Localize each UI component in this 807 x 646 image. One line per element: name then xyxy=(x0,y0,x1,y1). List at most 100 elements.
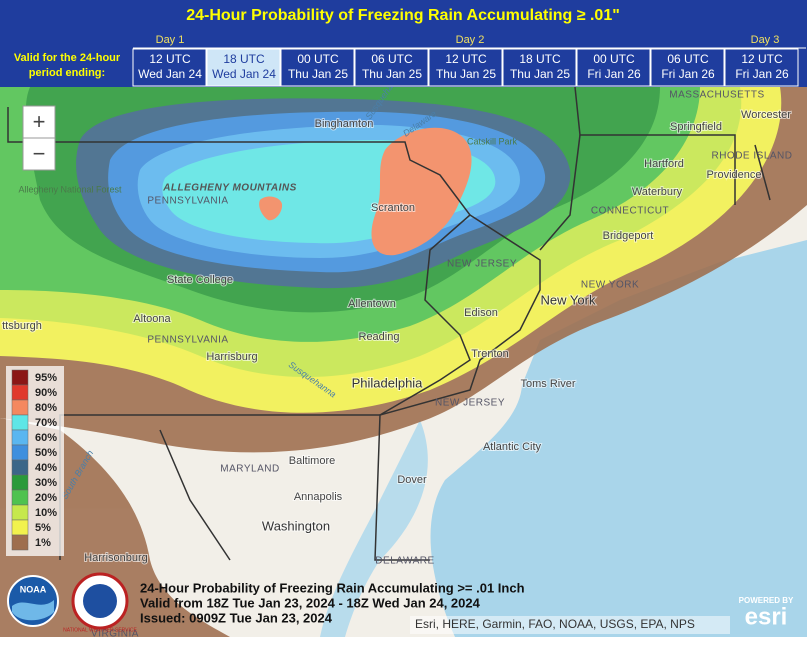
place-label: VIRGINIA xyxy=(91,629,139,640)
place-label: Harrisonburg xyxy=(84,552,148,564)
place-label: Waterbury xyxy=(632,186,683,198)
place-label: Annapolis xyxy=(294,491,343,503)
legend-swatch xyxy=(11,414,29,431)
legend-label: 80% xyxy=(35,402,57,414)
place-label: Harrisburg xyxy=(206,351,257,363)
tab-time[interactable]: 18 UTC xyxy=(519,52,561,66)
tab-date[interactable]: Thu Jan 25 xyxy=(288,67,348,81)
place-label: PENNSYLVANIA xyxy=(147,335,228,346)
zoom-in-icon[interactable]: + xyxy=(33,109,46,134)
tab-time[interactable]: 12 UTC xyxy=(741,52,783,66)
place-label: Catskill Park xyxy=(467,136,518,146)
tab-date[interactable]: Fri Jan 26 xyxy=(587,67,641,81)
place-label: Worcester xyxy=(741,109,791,121)
tab-bg[interactable] xyxy=(502,48,577,87)
tab-time[interactable]: 00 UTC xyxy=(593,52,635,66)
place-label: RHODE ISLAND xyxy=(711,151,792,162)
tab-bg[interactable] xyxy=(724,48,799,87)
nws-inner xyxy=(83,584,117,618)
tab-bg[interactable] xyxy=(650,48,725,87)
zoom-out-icon[interactable]: − xyxy=(33,141,46,166)
legend-label: 95% xyxy=(35,372,57,384)
legend-swatch xyxy=(11,444,29,461)
place-label: Toms River xyxy=(520,378,575,390)
legend-swatch xyxy=(11,429,29,446)
tab-time[interactable]: 12 UTC xyxy=(445,52,487,66)
place-label: Binghamton xyxy=(315,118,374,130)
zoom-in-button[interactable] xyxy=(22,105,56,139)
place-label: Allentown xyxy=(348,298,396,310)
legend-label: 60% xyxy=(35,432,57,444)
place-label: Philadelphia xyxy=(352,375,424,390)
legend-label: 70% xyxy=(35,417,57,429)
legend-label: 5% xyxy=(35,522,51,534)
tab-time[interactable]: 12 UTC xyxy=(149,52,191,66)
place-label: Edison xyxy=(464,307,498,319)
place-label: Providence xyxy=(706,169,761,181)
borders xyxy=(7,87,771,561)
place-label: Allegheny National Forest xyxy=(18,184,122,194)
place-label: Hartford xyxy=(644,158,684,170)
zoom-in[interactable]: + xyxy=(22,105,56,139)
legend-swatch xyxy=(11,519,29,536)
legend-label: 10% xyxy=(35,507,57,519)
caption-line: Valid from 18Z Tue Jan 23, 2024 - 18Z We… xyxy=(140,595,481,610)
legend-label: 1% xyxy=(35,537,51,549)
place-label: ALLEGHENY MOUNTAINS xyxy=(162,183,297,194)
place-label: Reading xyxy=(359,331,400,343)
legend-swatch xyxy=(11,534,29,551)
tab-time[interactable]: 06 UTC xyxy=(371,52,413,66)
tab-date[interactable]: Wed Jan 24 xyxy=(138,67,202,81)
tab-date[interactable]: Thu Jan 25 xyxy=(436,67,496,81)
tab-time[interactable]: 06 UTC xyxy=(667,52,709,66)
header: Valid for the 24-hour period ending: Day 1… xyxy=(14,34,806,87)
place-label: Altoona xyxy=(133,313,171,325)
place-label: Dover xyxy=(397,474,427,486)
tab-bg[interactable] xyxy=(132,48,207,87)
tab-bg[interactable] xyxy=(428,48,503,87)
attribution: Esri, HERE, Garmin, FAO, NOAA, USGS, EPA… xyxy=(415,617,695,631)
title: 24-Hour Probability of Freezing Rain Acc… xyxy=(186,7,620,24)
place-label: Springfield xyxy=(670,121,722,133)
day-label: Day 1 xyxy=(156,34,185,46)
place-label: CONNECTICUT xyxy=(591,206,669,217)
place-label: NEW JERSEY xyxy=(447,259,517,270)
ocean xyxy=(430,240,807,637)
legend-label: 90% xyxy=(35,387,57,399)
caption-line: 24-Hour Probability of Freezing Rain Acc… xyxy=(140,580,525,595)
noaa-text: NOAA xyxy=(20,584,47,594)
legend: 95% 90% 80% 70% 60% 50% 40% 30% 20% 10% 5% 1% xyxy=(6,366,64,556)
tab-date[interactable]: Thu Jan 25 xyxy=(510,67,570,81)
legend-label: 50% xyxy=(35,447,57,459)
map-labels: Susquehanna MASSACHUSETTSWorcesterBingham… xyxy=(1,87,792,640)
legend-swatch xyxy=(11,384,29,401)
legend-label: 30% xyxy=(35,477,57,489)
tab-date[interactable]: Fri Jan 26 xyxy=(661,67,715,81)
tab-date[interactable]: Fri Jan 26 xyxy=(735,67,789,81)
tab-time[interactable]: 00 UTC xyxy=(297,52,339,66)
zoom-out[interactable]: − xyxy=(22,137,56,171)
tab-time[interactable]: 18 UTC xyxy=(223,52,265,66)
tab-bg[interactable] xyxy=(280,48,355,87)
tab-date[interactable]: Wed Jan 24 xyxy=(212,67,276,81)
nws-text: NATIONAL WEATHER SERVICE xyxy=(63,627,137,633)
place-label: State College xyxy=(167,274,233,286)
attribution-bg xyxy=(410,616,730,634)
place-label: Baltimore xyxy=(289,455,335,467)
tab-bg[interactable] xyxy=(206,48,281,87)
tab-date[interactable]: Thu Jan 25 xyxy=(362,67,422,81)
tab-bg[interactable] xyxy=(576,48,651,87)
place-label: NEW YORK xyxy=(581,280,639,291)
zoom-out-button[interactable] xyxy=(22,137,56,171)
tab-bg[interactable] xyxy=(354,48,429,87)
